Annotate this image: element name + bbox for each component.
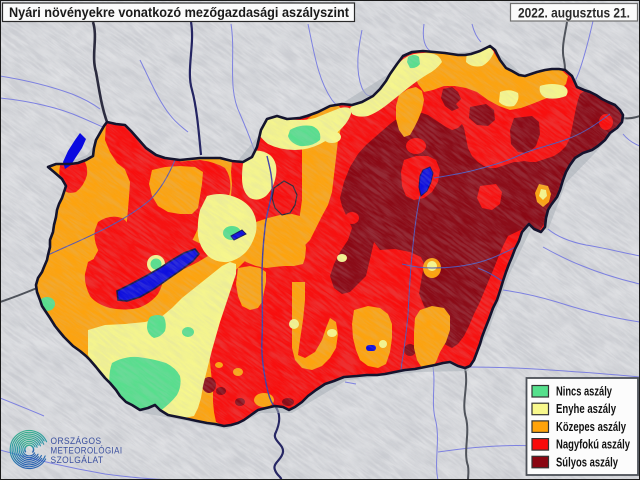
svg-text:METEOROLÓGIAI: METEOROLÓGIAI	[51, 446, 123, 457]
svg-text:2022. augusztus 21.: 2022. augusztus 21.	[518, 5, 630, 20]
svg-text:Nagyfokú aszály: Nagyfokú aszály	[556, 437, 631, 452]
svg-text:Közepes aszály: Közepes aszály	[556, 419, 627, 434]
svg-text:Nincs aszály: Nincs aszály	[556, 384, 613, 399]
svg-text:ORSZÁGOS: ORSZÁGOS	[51, 436, 102, 447]
svg-text:Súlyos aszály: Súlyos aszály	[556, 454, 619, 469]
svg-text:SZOLGÁLAT: SZOLGÁLAT	[51, 455, 104, 466]
svg-text:Nyári növényekre vonatkozó mez: Nyári növényekre vonatkozó mezőgazdasági…	[9, 5, 349, 20]
svg-text:Enyhe aszály: Enyhe aszály	[556, 401, 617, 416]
